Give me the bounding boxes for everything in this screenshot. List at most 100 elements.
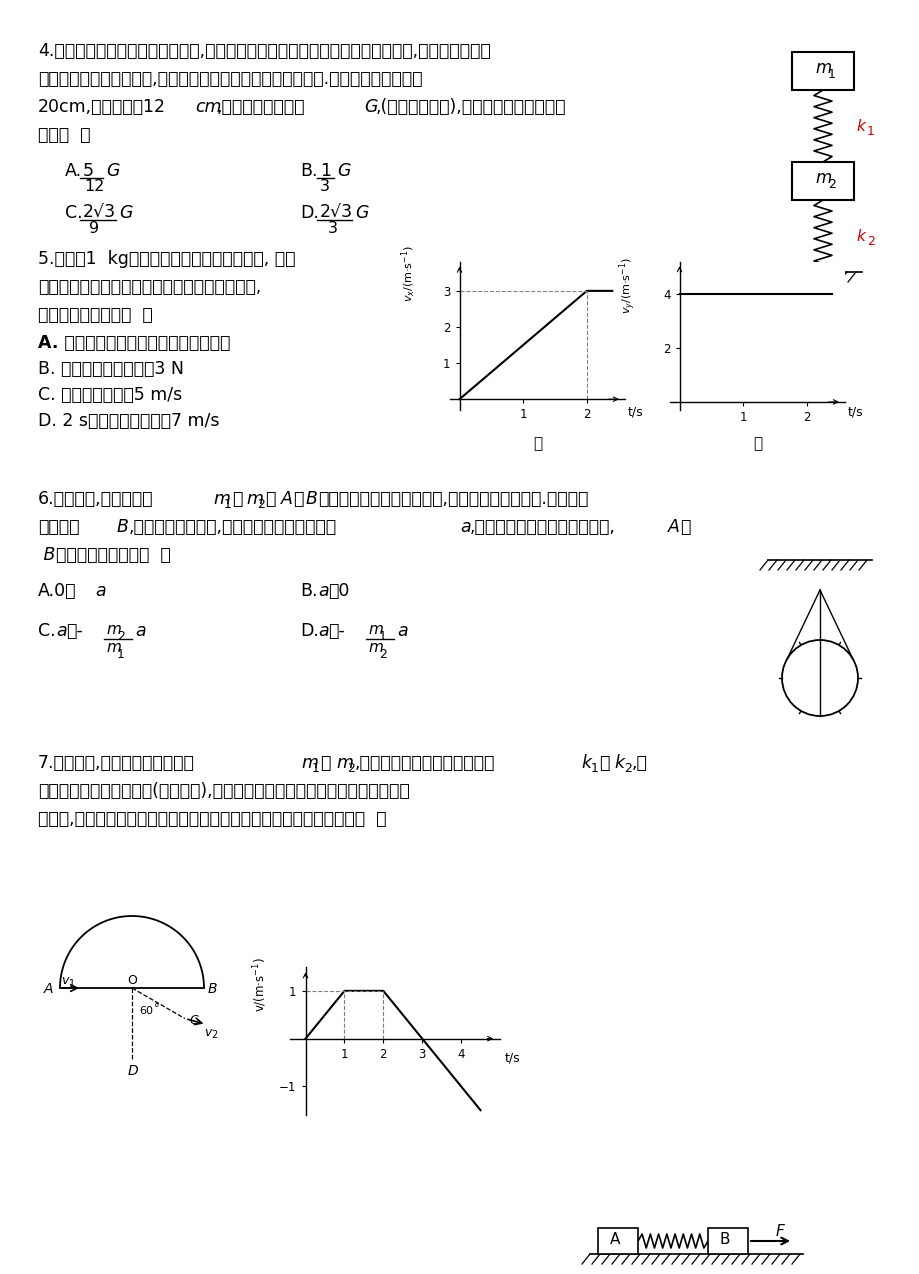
Text: D.: D. [300, 622, 319, 640]
Text: 小是（  ）: 小是（ ） [38, 126, 90, 144]
Text: 9: 9 [89, 220, 99, 236]
X-axis label: t/s: t/s [505, 1051, 520, 1064]
Text: A: A [667, 519, 679, 536]
Text: 的: 的 [265, 490, 275, 508]
Text: G: G [106, 162, 119, 180]
Text: m: m [814, 169, 831, 187]
Bar [791, 162, 853, 200]
Text: 面木块压在上面的弹簧上(但不拴接),整个系统处于平衡状态。现缓慢向上提上面: 面木块压在上面的弹簧上(但不拴接),整个系统处于平衡状态。现缓慢向上提上面 [38, 782, 409, 800]
Text: 和: 和 [598, 754, 608, 772]
Text: 2: 2 [379, 648, 387, 661]
X-axis label: t/s: t/s [846, 405, 862, 419]
Text: 3: 3 [328, 220, 337, 236]
Text: 1: 1 [590, 762, 598, 775]
Text: k: k [581, 754, 591, 772]
Text: A: A [280, 490, 292, 508]
Text: 1: 1 [117, 648, 125, 661]
Text: O: O [127, 975, 137, 987]
Text: 1: 1 [223, 498, 232, 511]
Text: D.: D. [300, 204, 319, 222]
Bar [708, 1228, 747, 1254]
Text: a: a [397, 622, 407, 640]
Text: a: a [95, 582, 106, 600]
Text: 60: 60 [139, 1006, 153, 1015]
Text: 互相垂直方向上的速度图象分别如图甲、乙所示,: 互相垂直方向上的速度图象分别如图甲、乙所示, [38, 278, 261, 296]
Text: cm: cm [195, 98, 221, 116]
Text: k: k [855, 118, 864, 134]
Text: A. 质点初速度的方向与合外力方向垂直: A. 质点初速度的方向与合外力方向垂直 [38, 334, 230, 352]
Text: 20cm,圆环半径为12: 20cm,圆环半径为12 [38, 98, 165, 116]
Text: 2: 2 [211, 1031, 217, 1041]
X-axis label: t/s: t/s [627, 405, 642, 419]
Text: 5: 5 [83, 162, 94, 180]
Text: C. 质点的初速度为5 m/s: C. 质点的初速度为5 m/s [38, 386, 182, 404]
Text: 乙: 乙 [752, 437, 761, 451]
Text: 、: 、 [232, 490, 242, 508]
Y-axis label: v/(m·s$^{-1}$): v/(m·s$^{-1}$) [251, 957, 268, 1013]
Text: 6.如图所示,质量分别为: 6.如图所示,质量分别为 [38, 490, 153, 508]
Text: m: m [106, 622, 120, 637]
Text: 和-: 和- [328, 622, 345, 640]
Text: 1: 1 [312, 762, 320, 775]
Text: k: k [855, 229, 864, 245]
Text: B: B [38, 547, 55, 564]
Text: k: k [613, 754, 623, 772]
Text: 1: 1 [827, 68, 835, 82]
Text: 5.质量为1  kg的物体在水平面内做曲线运动, 已知: 5.质量为1 kg的物体在水平面内做曲线运动, 已知 [38, 250, 295, 268]
Text: 1: 1 [866, 125, 874, 138]
Text: 的加速度应分别为（  ）: 的加速度应分别为（ ） [56, 547, 171, 564]
Text: 力向右拉: 力向右拉 [38, 519, 79, 536]
Text: B.: B. [300, 582, 317, 600]
Text: v: v [204, 1027, 211, 1040]
Text: 、: 、 [292, 490, 303, 508]
Bar [597, 1228, 637, 1254]
Text: ,(不计细线重力),则每根细线所受拉力大: ,(不计细线重力),则每根细线所受拉力大 [376, 98, 566, 116]
Text: 两物体用轻质弹簧连接起来,放在光滑水平桌面上.现用水平: 两物体用轻质弹簧连接起来,放在光滑水平桌面上.现用水平 [318, 490, 588, 508]
Text: 固定在圆环的三等分点上,细线上端连在一起固定在水平横梁上.已知每根细线长均为: 固定在圆环的三等分点上,细线上端连在一起固定在水平横梁上.已知每根细线长均为 [38, 70, 422, 88]
Text: °: ° [153, 1003, 159, 1013]
Text: 2: 2 [623, 762, 631, 775]
Text: v: v [61, 975, 68, 987]
Text: m: m [213, 490, 230, 508]
Text: F: F [775, 1224, 784, 1240]
Text: ,则当拉力突然停止作用的瞬间,: ,则当拉力突然停止作用的瞬间, [470, 519, 615, 536]
Text: 1: 1 [379, 631, 387, 643]
Text: 2: 2 [346, 762, 355, 775]
Text: 2: 2 [866, 234, 874, 248]
Text: ,当达到稳定状态时,它们共同运动的加速度为: ,当达到稳定状态时,它们共同运动的加速度为 [129, 519, 336, 536]
Text: 2: 2 [827, 178, 835, 191]
Text: 12: 12 [84, 180, 104, 194]
Text: a: a [318, 622, 328, 640]
Text: G: G [119, 204, 132, 222]
Text: 3: 3 [320, 180, 330, 194]
Y-axis label: $v_x$/(m·s$^{-1}$): $v_x$/(m·s$^{-1}$) [400, 246, 418, 302]
Text: B. 质点所受的合外力为3 N: B. 质点所受的合外力为3 N [38, 361, 184, 378]
Text: B: B [208, 982, 217, 996]
Text: B: B [306, 490, 318, 508]
Text: m: m [814, 59, 831, 76]
Text: 2: 2 [117, 631, 125, 643]
Text: G: G [364, 98, 377, 116]
Text: A: A [44, 982, 53, 996]
Bar [791, 52, 853, 90]
Text: ,上: ,上 [631, 754, 647, 772]
Text: 和0: 和0 [328, 582, 349, 600]
Text: 7.如图所示,两木块的质量分别为: 7.如图所示,两木块的质量分别为 [38, 754, 195, 772]
Text: G: G [336, 162, 350, 180]
Text: C.: C. [65, 204, 83, 222]
Text: 4.右图是一种晾衣架的结构示意图,其结构是在质量均匀的圆环上对称的安装挂钩,三根等长的细线: 4.右图是一种晾衣架的结构示意图,其结构是在质量均匀的圆环上对称的安装挂钩,三根… [38, 42, 490, 60]
Y-axis label: $v_y$/(m·s$^{-1}$): $v_y$/(m·s$^{-1}$) [617, 257, 638, 315]
Text: a: a [135, 622, 145, 640]
Text: D. 2 s末质点速度大小为7 m/s: D. 2 s末质点速度大小为7 m/s [38, 412, 220, 431]
Text: B: B [720, 1232, 730, 1247]
Text: 、: 、 [679, 519, 689, 536]
Text: A: A [609, 1232, 619, 1247]
Text: B.: B. [300, 162, 317, 180]
Text: G: G [355, 204, 369, 222]
Text: C: C [188, 1014, 198, 1027]
Text: a: a [56, 622, 66, 640]
Text: m: m [335, 754, 353, 772]
Text: m: m [368, 640, 382, 655]
Text: D: D [128, 1064, 139, 1078]
Text: A.0和: A.0和 [38, 582, 76, 600]
